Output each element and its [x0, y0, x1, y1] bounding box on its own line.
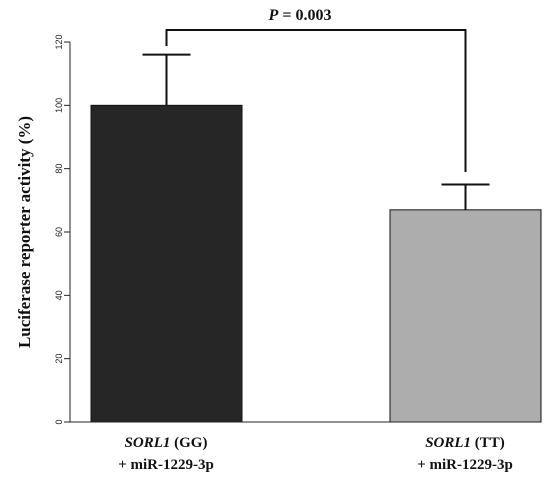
y-tick-label: 20 — [54, 354, 64, 364]
y-tick-label: 0 — [54, 419, 64, 424]
bar — [389, 209, 542, 423]
y-tick-label: 40 — [54, 290, 64, 300]
p-value-label: P = 0.003 — [268, 7, 332, 24]
gene-name: SORL1 — [125, 435, 171, 451]
error-bars — [142, 53, 490, 210]
treatment-label: + miR-1229-3p — [417, 457, 513, 473]
category-label: SORL1 (GG) — [125, 435, 208, 451]
gene-name: SORL1 — [425, 435, 471, 451]
p-symbol: P — [268, 7, 279, 24]
category-label: SORL1 (TT) — [425, 435, 505, 451]
genotype: (GG) — [170, 435, 207, 451]
bracket-line — [165, 29, 467, 172]
p-value-text: = 0.003 — [278, 7, 331, 24]
y-tick-label: 100 — [54, 98, 64, 113]
genotype: (TT) — [471, 435, 505, 451]
y-tick-label: 60 — [54, 227, 64, 237]
treatment-label: + miR-1229-3p — [118, 457, 214, 473]
y-ticks: 0 20 40 60 80 100 120 — [54, 34, 70, 425]
category-labels: SORL1 (GG) + miR-1229-3p SORL1 (TT) + miR-1… — [118, 435, 513, 473]
y-tick-label: 120 — [54, 34, 64, 49]
significance-bracket: P = 0.003 — [165, 7, 467, 172]
y-axis-label: Luciferase reporter activity (%) — [15, 116, 34, 348]
bars — [90, 104, 542, 423]
y-axis: 0 20 40 60 80 100 120 — [54, 34, 71, 425]
y-tick-label: 80 — [54, 164, 64, 174]
bar — [90, 104, 243, 423]
